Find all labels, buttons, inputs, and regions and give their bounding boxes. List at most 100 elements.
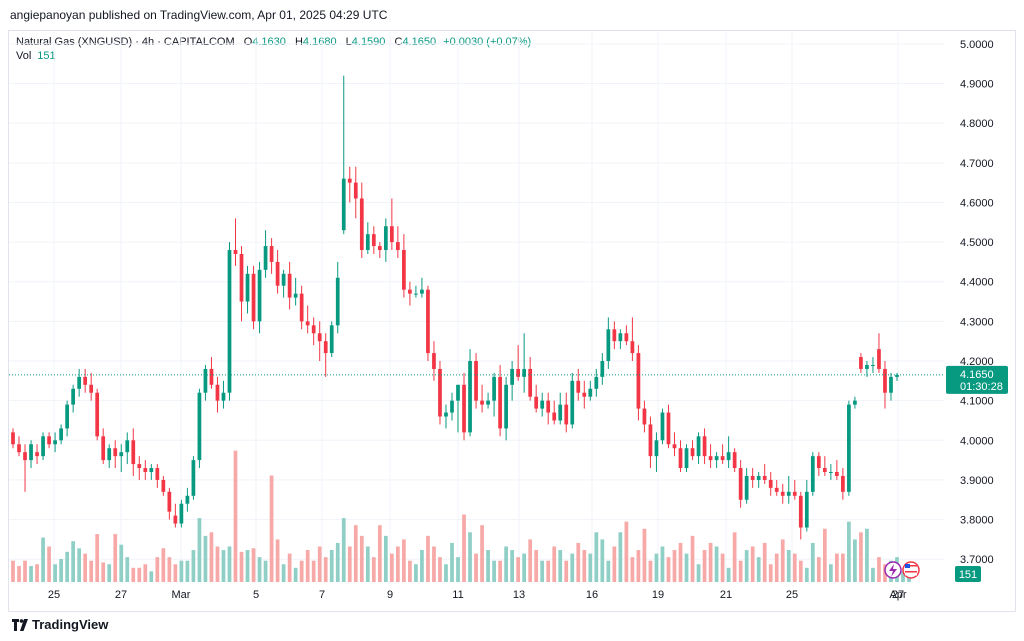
candle-body — [786, 491, 791, 496]
volume-bar — [564, 560, 569, 582]
candle-body — [871, 364, 875, 366]
volume-bar — [690, 535, 695, 582]
volume-bar — [137, 567, 142, 582]
candle-body — [203, 368, 208, 393]
volume-bar — [672, 550, 677, 582]
volume-bar — [678, 542, 683, 582]
candle-body — [131, 440, 136, 465]
x-tick-label: 19 — [652, 589, 664, 601]
volume-bar — [311, 560, 316, 582]
volume-bar — [877, 557, 881, 582]
candle-body — [389, 226, 394, 243]
volume-bar — [630, 557, 635, 582]
volume-bar — [402, 539, 406, 582]
volume-bar — [756, 557, 761, 582]
candle-body — [11, 432, 15, 445]
candle-body — [161, 479, 166, 492]
change-value: +0.0030 (+0.07%) — [443, 36, 532, 48]
candle-body — [89, 384, 94, 393]
volume-bar — [173, 564, 178, 582]
volume-bar — [131, 567, 136, 582]
candle-body — [510, 368, 514, 385]
volume-bar — [275, 539, 280, 582]
volume-bar — [47, 546, 51, 582]
y-tick-label: 5.0000 — [960, 39, 994, 51]
candle-body — [726, 452, 731, 461]
volume-bar — [654, 553, 659, 582]
x-tick-label: 5 — [253, 589, 259, 601]
volume-bar — [239, 551, 244, 582]
candle-body — [293, 293, 298, 298]
chart-frame — [8, 30, 1016, 612]
volume-bar — [371, 557, 376, 582]
candle-body — [468, 361, 472, 433]
volume-bar — [744, 550, 749, 582]
candle-body — [149, 468, 154, 473]
candle-body — [335, 277, 340, 326]
candle-body — [630, 341, 635, 354]
volume-bar — [389, 553, 394, 582]
publish-info: angiepanoyan published on TradingView.co… — [10, 8, 388, 22]
volume-bar — [41, 537, 45, 582]
y-tick-label: 4.2000 — [960, 356, 994, 368]
candle-body — [702, 436, 707, 457]
candle-body — [582, 392, 587, 397]
candle-body — [534, 396, 539, 409]
y-tick-label: 3.8000 — [960, 515, 994, 527]
candle-body — [275, 261, 280, 286]
candle-body — [233, 250, 238, 254]
volume-bar — [65, 551, 69, 582]
volume-bar — [696, 564, 701, 582]
candle-body — [738, 468, 743, 500]
volume-bar — [251, 548, 256, 582]
candle-body — [810, 456, 815, 492]
volume-bar — [438, 557, 442, 582]
volume-bar — [245, 550, 250, 582]
volume-bar — [161, 548, 166, 582]
candle-body — [895, 374, 899, 377]
volume-bar — [221, 550, 226, 582]
y-tick-label: 4.3000 — [960, 316, 994, 328]
candle-body — [756, 475, 761, 480]
volume-bar — [546, 560, 551, 582]
symbol-label[interactable]: Natural Gas (XNGUSD) · 4h · CAPITALCOM — [16, 36, 235, 48]
volume-bar — [23, 560, 27, 582]
x-tick-label: Apr — [889, 589, 906, 601]
y-tick-label: 4.0000 — [960, 435, 994, 447]
candle-body — [251, 273, 256, 322]
volume-bar — [792, 553, 797, 582]
x-tick-label: 13 — [513, 589, 525, 601]
candle-body — [624, 333, 629, 342]
y-tick-label: 4.1000 — [960, 396, 994, 408]
candle-body — [65, 404, 69, 429]
candle-body — [113, 448, 118, 457]
volume-bar — [624, 521, 629, 582]
candle-body — [377, 246, 382, 251]
countdown-label: 01:30:28 — [960, 381, 1003, 393]
candle-body — [197, 392, 202, 461]
volume-bar — [714, 546, 719, 582]
candle-body — [498, 376, 502, 429]
volume-bar — [323, 557, 328, 582]
candle-body — [474, 361, 478, 401]
volume-bar — [786, 550, 791, 582]
x-tick-label: 25 — [786, 589, 798, 601]
candle-body — [768, 479, 773, 488]
candle-body — [227, 250, 232, 393]
volume-bar — [732, 532, 737, 582]
candle-body — [642, 408, 647, 425]
close-value: 4.1650 — [402, 36, 437, 48]
candle-body — [239, 253, 244, 302]
y-tick-label: 4.4000 — [960, 277, 994, 289]
candle-body — [359, 198, 364, 251]
volume-bar — [853, 539, 857, 582]
volume-bar — [215, 546, 220, 582]
candle-body — [883, 368, 887, 393]
candle-body — [41, 436, 45, 457]
volume-bar — [167, 557, 172, 582]
candle-body — [780, 491, 785, 496]
x-tick-label: Mar — [172, 589, 191, 601]
candle-body — [618, 333, 623, 342]
volume-bar — [720, 553, 725, 582]
